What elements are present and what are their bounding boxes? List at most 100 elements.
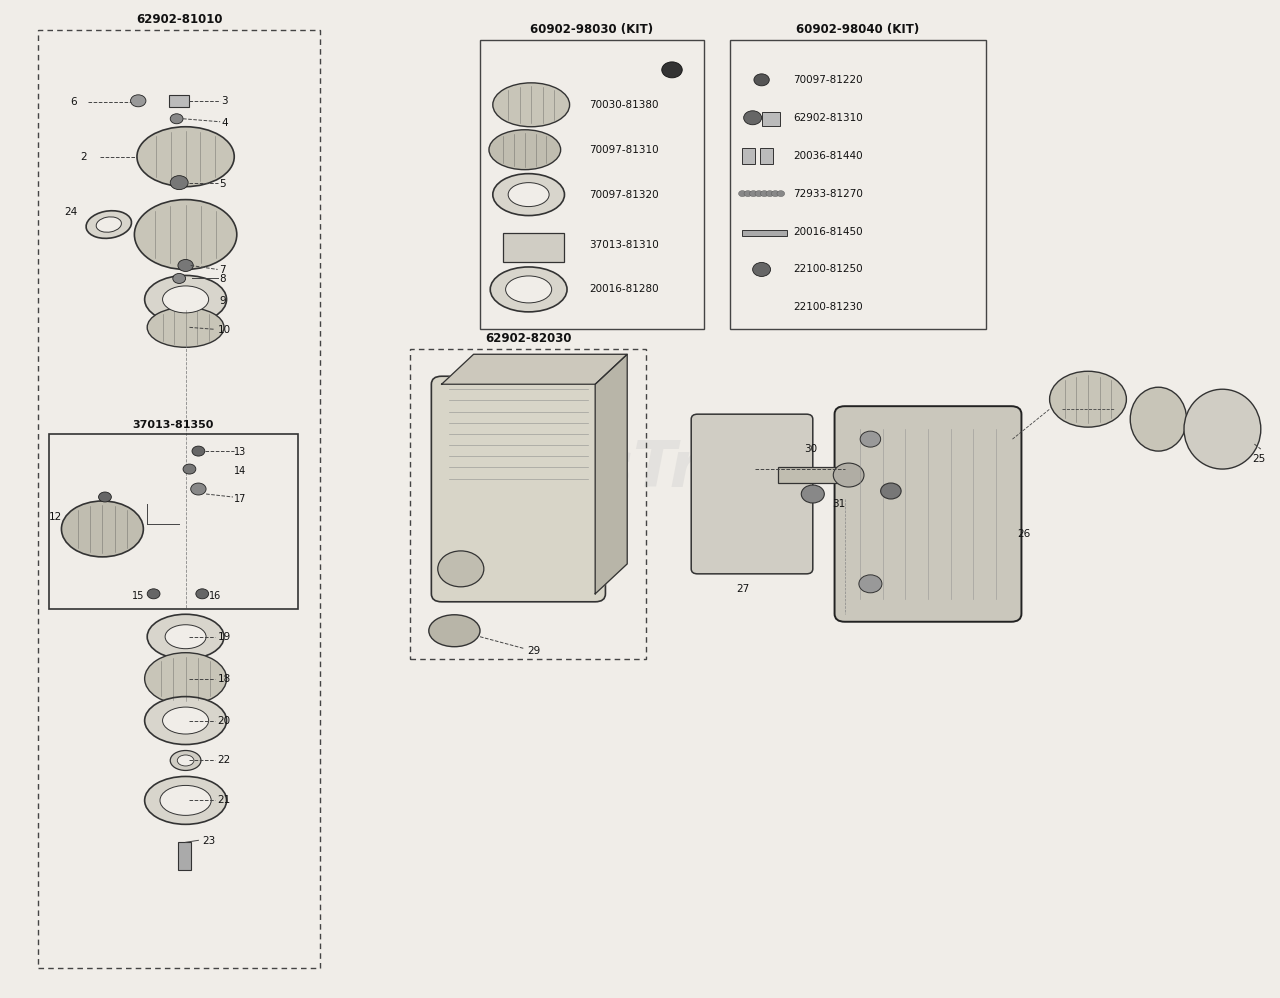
Ellipse shape <box>147 615 224 659</box>
Text: PartsTre: PartsTre <box>448 438 745 500</box>
Ellipse shape <box>145 653 227 705</box>
Circle shape <box>183 464 196 474</box>
Ellipse shape <box>96 217 122 233</box>
Text: 4: 4 <box>221 118 228 128</box>
Text: 22: 22 <box>218 755 230 765</box>
Text: 7: 7 <box>219 265 225 275</box>
Ellipse shape <box>134 200 237 269</box>
Circle shape <box>191 483 206 495</box>
Ellipse shape <box>137 127 234 187</box>
Ellipse shape <box>145 275 227 323</box>
Ellipse shape <box>506 276 552 303</box>
Bar <box>730 40 986 329</box>
Ellipse shape <box>163 286 209 313</box>
Text: 31: 31 <box>832 499 845 509</box>
Text: 20036-81440: 20036-81440 <box>794 151 863 161</box>
Bar <box>178 842 191 870</box>
Text: 62902-81310: 62902-81310 <box>794 113 863 123</box>
Circle shape <box>753 262 771 276</box>
Text: 12: 12 <box>49 512 61 522</box>
Circle shape <box>744 191 751 197</box>
Text: 62902-82030: 62902-82030 <box>485 332 571 345</box>
Text: 30: 30 <box>804 444 817 454</box>
Text: 22100-81230: 22100-81230 <box>794 302 863 312</box>
Circle shape <box>147 589 160 599</box>
Ellipse shape <box>86 211 132 239</box>
Bar <box>503 233 564 262</box>
Text: 20016-81450: 20016-81450 <box>794 227 863 237</box>
Bar <box>760 148 773 164</box>
Text: 2: 2 <box>81 152 87 162</box>
Bar <box>480 40 704 329</box>
Text: 72933-81270: 72933-81270 <box>794 189 864 199</box>
Ellipse shape <box>1184 389 1261 469</box>
Ellipse shape <box>160 785 211 815</box>
Bar <box>778 467 849 483</box>
Text: 19: 19 <box>218 632 230 642</box>
Ellipse shape <box>165 625 206 649</box>
Circle shape <box>833 463 864 487</box>
Bar <box>742 148 755 164</box>
Circle shape <box>744 111 762 125</box>
Bar <box>762 112 780 126</box>
Ellipse shape <box>145 697 227 745</box>
Text: 62902-81010: 62902-81010 <box>136 13 223 26</box>
Text: 24: 24 <box>64 207 77 217</box>
Ellipse shape <box>489 130 561 170</box>
Text: 26: 26 <box>1018 529 1030 539</box>
Circle shape <box>173 273 186 283</box>
Bar <box>169 95 189 107</box>
Circle shape <box>99 492 111 502</box>
Circle shape <box>860 431 881 447</box>
Text: 37013-81310: 37013-81310 <box>589 240 658 250</box>
Circle shape <box>754 74 769 86</box>
Ellipse shape <box>147 307 224 347</box>
Text: 18: 18 <box>218 674 230 684</box>
Text: 13: 13 <box>234 447 247 457</box>
FancyBboxPatch shape <box>431 376 605 602</box>
Ellipse shape <box>177 754 195 766</box>
Text: 21: 21 <box>218 795 230 805</box>
Bar <box>742 230 787 236</box>
Circle shape <box>170 114 183 124</box>
Ellipse shape <box>493 174 564 216</box>
Text: 6: 6 <box>70 97 77 107</box>
Circle shape <box>662 62 682 78</box>
Circle shape <box>859 575 882 593</box>
Text: 15: 15 <box>132 591 145 601</box>
Ellipse shape <box>170 750 201 770</box>
Ellipse shape <box>1050 371 1126 427</box>
Polygon shape <box>442 354 627 384</box>
Circle shape <box>760 191 768 197</box>
FancyBboxPatch shape <box>835 406 1021 622</box>
Ellipse shape <box>438 551 484 587</box>
Text: 29: 29 <box>527 646 540 656</box>
Ellipse shape <box>508 183 549 207</box>
Circle shape <box>777 191 785 197</box>
Circle shape <box>192 446 205 456</box>
Ellipse shape <box>145 776 227 824</box>
Text: 8: 8 <box>219 274 225 284</box>
Text: 70097-81220: 70097-81220 <box>794 75 863 85</box>
Text: 25: 25 <box>1252 454 1265 464</box>
Text: 22100-81250: 22100-81250 <box>794 264 863 274</box>
Bar <box>49 434 298 609</box>
Circle shape <box>131 95 146 107</box>
Ellipse shape <box>490 267 567 312</box>
Text: 20016-81280: 20016-81280 <box>589 284 658 294</box>
Text: 60902-98030 (KIT): 60902-98030 (KIT) <box>530 23 654 36</box>
Text: 70030-81380: 70030-81380 <box>589 100 658 110</box>
Circle shape <box>170 176 188 190</box>
Text: 23: 23 <box>202 836 215 846</box>
Ellipse shape <box>163 707 209 735</box>
Bar <box>410 349 646 659</box>
Ellipse shape <box>493 83 570 127</box>
Circle shape <box>755 191 763 197</box>
Ellipse shape <box>429 615 480 647</box>
FancyBboxPatch shape <box>691 414 813 574</box>
Ellipse shape <box>61 501 143 557</box>
Circle shape <box>765 191 773 197</box>
Text: 5: 5 <box>219 179 225 189</box>
Text: 70097-81310: 70097-81310 <box>589 145 658 155</box>
Text: 70097-81320: 70097-81320 <box>589 190 658 200</box>
